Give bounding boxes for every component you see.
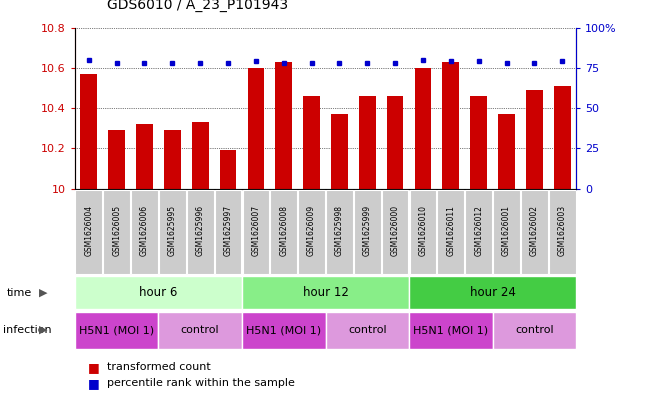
Text: GDS6010 / A_23_P101943: GDS6010 / A_23_P101943 bbox=[107, 0, 288, 12]
FancyBboxPatch shape bbox=[75, 276, 242, 309]
FancyBboxPatch shape bbox=[493, 312, 576, 349]
Text: GSM1626004: GSM1626004 bbox=[84, 205, 93, 256]
Text: H5N1 (MOI 1): H5N1 (MOI 1) bbox=[79, 325, 154, 335]
Text: GSM1626009: GSM1626009 bbox=[307, 205, 316, 256]
Text: ▶: ▶ bbox=[39, 288, 48, 298]
FancyBboxPatch shape bbox=[158, 312, 242, 349]
Text: H5N1 (MOI 1): H5N1 (MOI 1) bbox=[246, 325, 322, 335]
Text: GSM1626008: GSM1626008 bbox=[279, 205, 288, 255]
Text: GSM1626006: GSM1626006 bbox=[140, 205, 149, 256]
Text: hour 6: hour 6 bbox=[139, 286, 178, 299]
Text: hour 24: hour 24 bbox=[469, 286, 516, 299]
Text: ■: ■ bbox=[88, 376, 100, 390]
Bar bbox=[498, 114, 515, 189]
Text: GSM1626001: GSM1626001 bbox=[502, 205, 511, 255]
Text: hour 12: hour 12 bbox=[303, 286, 348, 299]
Bar bbox=[192, 122, 208, 189]
FancyBboxPatch shape bbox=[493, 189, 520, 274]
Text: GSM1626007: GSM1626007 bbox=[251, 205, 260, 256]
Text: GSM1625997: GSM1625997 bbox=[223, 205, 232, 256]
Bar bbox=[247, 68, 264, 189]
Text: percentile rank within the sample: percentile rank within the sample bbox=[107, 378, 296, 388]
FancyBboxPatch shape bbox=[549, 189, 575, 274]
Text: infection: infection bbox=[3, 325, 52, 335]
Text: GSM1626005: GSM1626005 bbox=[112, 205, 121, 256]
Bar bbox=[81, 74, 97, 189]
Text: transformed count: transformed count bbox=[107, 362, 211, 373]
FancyBboxPatch shape bbox=[159, 189, 186, 274]
FancyBboxPatch shape bbox=[242, 312, 326, 349]
Bar bbox=[136, 124, 153, 189]
FancyBboxPatch shape bbox=[409, 276, 576, 309]
FancyBboxPatch shape bbox=[104, 189, 130, 274]
Text: GSM1626011: GSM1626011 bbox=[447, 205, 455, 255]
Bar bbox=[359, 96, 376, 189]
FancyBboxPatch shape bbox=[409, 312, 493, 349]
Text: GSM1626010: GSM1626010 bbox=[419, 205, 428, 255]
Text: GSM1625995: GSM1625995 bbox=[168, 205, 177, 256]
FancyBboxPatch shape bbox=[131, 189, 158, 274]
Bar bbox=[526, 90, 543, 189]
FancyBboxPatch shape bbox=[76, 189, 102, 274]
FancyBboxPatch shape bbox=[187, 189, 214, 274]
FancyBboxPatch shape bbox=[270, 189, 297, 274]
Text: GSM1626002: GSM1626002 bbox=[530, 205, 539, 255]
FancyBboxPatch shape bbox=[381, 189, 408, 274]
Text: ▶: ▶ bbox=[39, 325, 48, 335]
Bar bbox=[415, 68, 432, 189]
FancyBboxPatch shape bbox=[298, 189, 325, 274]
Bar bbox=[443, 62, 459, 189]
Text: GSM1625998: GSM1625998 bbox=[335, 205, 344, 255]
Text: GSM1626003: GSM1626003 bbox=[558, 205, 567, 256]
Text: time: time bbox=[7, 288, 32, 298]
Bar bbox=[164, 130, 181, 189]
Bar bbox=[470, 96, 487, 189]
FancyBboxPatch shape bbox=[465, 189, 492, 274]
Bar bbox=[331, 114, 348, 189]
Text: GSM1626012: GSM1626012 bbox=[474, 205, 483, 255]
FancyBboxPatch shape bbox=[326, 189, 353, 274]
Bar bbox=[275, 62, 292, 189]
FancyBboxPatch shape bbox=[75, 312, 158, 349]
Bar bbox=[108, 130, 125, 189]
Text: GSM1625999: GSM1625999 bbox=[363, 205, 372, 256]
Text: GSM1625996: GSM1625996 bbox=[196, 205, 204, 256]
Text: H5N1 (MOI 1): H5N1 (MOI 1) bbox=[413, 325, 488, 335]
FancyBboxPatch shape bbox=[215, 189, 242, 274]
FancyBboxPatch shape bbox=[242, 276, 409, 309]
Text: GSM1626000: GSM1626000 bbox=[391, 205, 400, 256]
FancyBboxPatch shape bbox=[243, 189, 270, 274]
Text: control: control bbox=[348, 325, 387, 335]
FancyBboxPatch shape bbox=[409, 189, 436, 274]
FancyBboxPatch shape bbox=[354, 189, 381, 274]
Text: ■: ■ bbox=[88, 361, 100, 374]
FancyBboxPatch shape bbox=[326, 312, 409, 349]
Bar bbox=[554, 86, 570, 189]
Bar bbox=[303, 96, 320, 189]
Text: control: control bbox=[515, 325, 553, 335]
Bar bbox=[387, 96, 404, 189]
FancyBboxPatch shape bbox=[521, 189, 547, 274]
FancyBboxPatch shape bbox=[437, 189, 464, 274]
Bar bbox=[219, 151, 236, 189]
Text: control: control bbox=[181, 325, 219, 335]
